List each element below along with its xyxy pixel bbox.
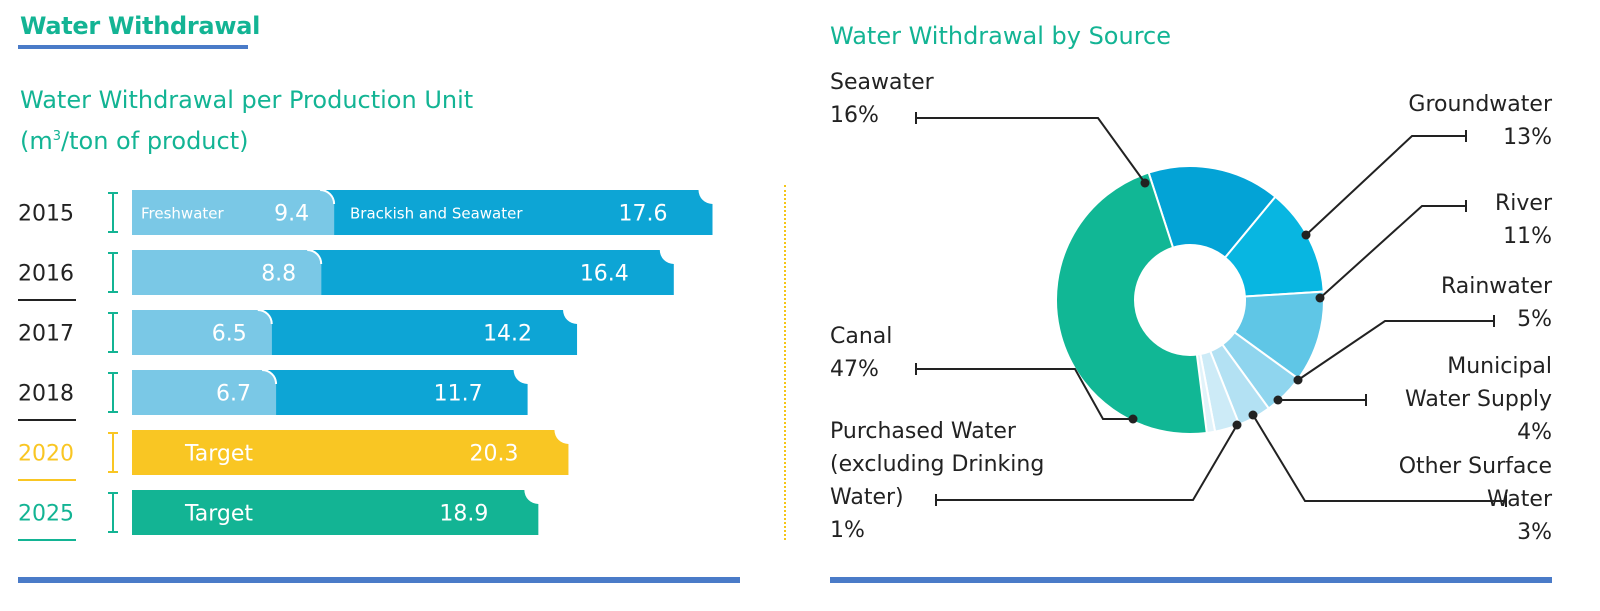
bar-target-label: Target xyxy=(184,442,253,467)
bar-chart-unit-superscript: 3 xyxy=(52,129,62,144)
label-seawater-name: Seawater xyxy=(830,70,934,95)
bar-freshwater-value: 6.7 xyxy=(216,382,251,407)
label-seawater: Seawater 16% xyxy=(830,66,934,132)
bar-brackish-value: 14.2 xyxy=(483,322,532,347)
donut-slice xyxy=(1055,171,1208,435)
bar-freshwater-value: 6.5 xyxy=(212,322,247,347)
label-purchased-pct: 1% xyxy=(830,518,865,543)
bar-freshwater xyxy=(132,190,335,235)
year-bracket xyxy=(108,492,118,533)
bottom-rule-right xyxy=(830,577,1552,583)
label-municipal: Municipal Water Supply 4% xyxy=(1405,350,1552,449)
label-purchased: Purchased Water (excluding Drinking Wate… xyxy=(830,415,1044,547)
bar-notch xyxy=(257,309,273,325)
label-municipal-line1: Municipal xyxy=(1447,354,1552,379)
label-river-pct: 11% xyxy=(1503,224,1552,249)
label-canal-pct: 47% xyxy=(830,357,879,382)
bar-brackish-seawater xyxy=(320,190,713,235)
label-rainwater-pct: 5% xyxy=(1517,307,1552,332)
bar-freshwater xyxy=(132,370,277,415)
year-underline xyxy=(18,479,76,481)
year-label: 2018 xyxy=(18,382,74,407)
legend-freshwater: Freshwater xyxy=(141,205,224,223)
bar-target xyxy=(132,490,539,535)
year-label: 2020 xyxy=(18,442,74,467)
label-municipal-pct: 4% xyxy=(1517,420,1552,445)
year-bracket xyxy=(108,312,118,353)
section-title: Water Withdrawal xyxy=(20,12,261,40)
label-rainwater: Rainwater 5% xyxy=(1441,270,1552,336)
year-bracket xyxy=(108,192,118,233)
bar-notch xyxy=(307,249,323,265)
bar-chart-unit-suffix: /ton of product) xyxy=(61,127,249,155)
bar-chart-title: Water Withdrawal per Production Unit xyxy=(20,86,474,114)
bar-target xyxy=(132,430,569,475)
year-underline xyxy=(18,299,76,301)
leader-line xyxy=(1315,200,1467,303)
bar-brackish-seawater xyxy=(307,250,674,295)
year-label: 2015 xyxy=(18,202,74,227)
label-river-name: River xyxy=(1495,191,1552,216)
bar-brackish-value: 16.4 xyxy=(580,262,629,287)
label-other-surface: Other Surface Water 3% xyxy=(1399,450,1552,549)
label-purchased-line3: Water) xyxy=(830,485,904,510)
bar-freshwater-value: 8.8 xyxy=(261,262,296,287)
leader-line xyxy=(915,363,1138,424)
label-purchased-line2: (excluding Drinking xyxy=(830,452,1045,477)
year-label: 2017 xyxy=(18,322,74,347)
bar-freshwater xyxy=(132,250,322,295)
bar-brackish-seawater xyxy=(262,370,528,415)
bar-notch xyxy=(320,189,336,205)
bar-target-value: 20.3 xyxy=(469,442,518,467)
leader-line xyxy=(915,112,1150,188)
label-river: River 11% xyxy=(1495,187,1552,253)
label-rainwater-name: Rainwater xyxy=(1440,274,1552,299)
label-other-surface-line1: Other Surface xyxy=(1398,454,1552,479)
leader-line xyxy=(1248,410,1507,507)
chart-divider xyxy=(784,185,786,540)
leader-line xyxy=(1273,394,1367,406)
leader-line xyxy=(1293,315,1495,385)
label-other-surface-pct: 3% xyxy=(1517,520,1552,545)
bar-chart-unit: (m3/ton of product) xyxy=(20,127,248,155)
label-seawater-pct: 16% xyxy=(830,103,879,128)
bar-target-value: 18.9 xyxy=(439,502,488,527)
year-underline xyxy=(18,419,76,421)
bar-brackish-seawater xyxy=(257,310,578,355)
year-bracket xyxy=(108,372,118,413)
label-groundwater-name: Groundwater xyxy=(1408,92,1552,117)
label-canal-name: Canal xyxy=(830,324,893,349)
bar-freshwater-value: 9.4 xyxy=(274,202,309,227)
leader-line xyxy=(1301,130,1467,240)
bar-notch xyxy=(261,369,278,385)
year-label: 2025 xyxy=(18,502,74,527)
pie-chart-title: Water Withdrawal by Source xyxy=(830,22,1172,50)
bottom-rule-left xyxy=(18,577,740,583)
bar-chart: 2015 9.4 17.6 Freshwater Brackish and Seawat… xyxy=(18,189,713,541)
bar-target-label: Target xyxy=(184,502,253,527)
year-underline xyxy=(18,539,76,541)
label-purchased-line1: Purchased Water xyxy=(830,419,1016,444)
legend-brackish-seawater: Brackish and Seawater xyxy=(350,205,523,223)
label-groundwater-pct: 13% xyxy=(1503,125,1552,150)
bar-brackish-value: 17.6 xyxy=(619,202,668,227)
label-canal: Canal 47% xyxy=(830,320,892,386)
year-label: 2016 xyxy=(18,262,74,287)
year-bracket xyxy=(108,252,118,293)
bar-chart-unit-prefix: (m xyxy=(20,127,53,155)
bar-brackish-value: 11.7 xyxy=(434,382,483,407)
bar-freshwater xyxy=(132,310,272,355)
label-groundwater: Groundwater 13% xyxy=(1408,88,1552,154)
year-bracket xyxy=(108,432,118,473)
label-other-surface-line2: Water xyxy=(1486,487,1552,512)
leader-line xyxy=(935,420,1242,506)
section-title-underline xyxy=(18,45,248,49)
label-municipal-line2: Water Supply xyxy=(1405,387,1552,412)
